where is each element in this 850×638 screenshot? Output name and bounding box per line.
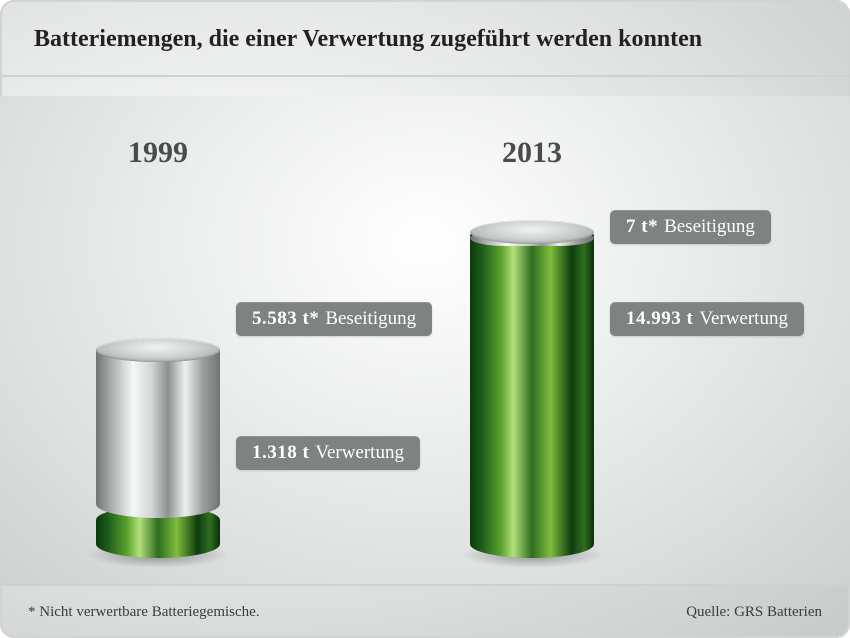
title-block: Batteriemengen, die einer Verwertung zug… [0,0,850,77]
segment-recycling-2013 [470,222,594,558]
label-recycling-2013: 14.993 t Verwertung [610,302,804,336]
label-recycling-1999: 1.318 t Verwertung [236,436,420,470]
label-text: Verwertung [699,308,788,329]
label-text: Beseitigung [325,308,416,329]
infographic-frame: Batteriemengen, die einer Verwertung zug… [0,0,850,638]
label-value: 14.993 t [626,308,693,329]
chart-area: 1999 5.583 t* Beseitigung 1.318 t Verwertu… [0,96,850,584]
label-text: Beseitigung [664,216,755,237]
label-value: 1.318 t [252,442,309,463]
cylinder-2013 [470,232,594,558]
label-value: 7 t* [626,216,658,237]
label-disposal-2013: 7 t* Beseitigung [610,210,771,244]
label-value: 5.583 t* [252,308,319,329]
source-name: GRS Batterien [734,604,822,620]
label-text: Verwertung [315,442,404,463]
segment-disposal-1999 [96,338,220,518]
page-title: Batteriemengen, die einer Verwertung zug… [34,26,816,53]
footnote: * Nicht verwertbare Batteriegemische. [28,604,260,621]
cylinder-1999 [96,350,220,558]
cylinder-top-1999 [96,338,220,362]
cylinder-top-2013 [470,220,594,244]
label-disposal-1999: 5.583 t* Beseitigung [236,302,432,336]
year-label-1999: 1999 [96,136,220,170]
source: Quelle: GRS Batterien [686,604,822,621]
year-label-2013: 2013 [470,136,594,170]
source-prefix: Quelle: [686,604,734,620]
footer: * Nicht verwertbare Batteriegemische. Qu… [0,584,850,638]
